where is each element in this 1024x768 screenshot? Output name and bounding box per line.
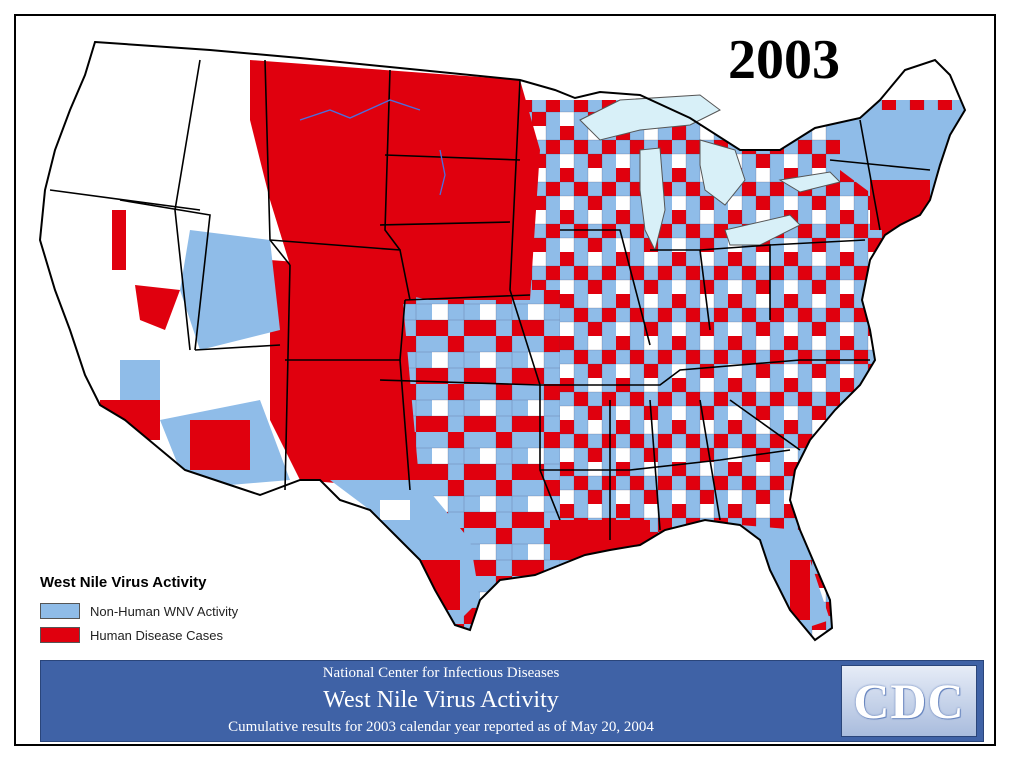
rivers — [299, 99, 446, 196]
us-map — [38, 40, 967, 642]
legend-label-human: Human Disease Cases — [90, 627, 223, 643]
cdc-logo-text: CDC — [853, 673, 965, 729]
map-legend: West Nile Virus Activity Non-Human WNV A… — [40, 574, 238, 647]
county-fill-layer — [40, 42, 965, 640]
year-title: 2003 — [728, 29, 840, 91]
banner-line-agency: National Center for Infectious Diseases — [322, 665, 560, 681]
legend-label-non-human: Non-Human WNV Activity — [90, 603, 239, 619]
us-outline — [38, 40, 967, 642]
legend-swatch-human — [40, 627, 80, 643]
state-borders — [49, 59, 931, 540]
cdc-logo: CDC — [841, 665, 977, 737]
legend-swatch-non-human — [40, 603, 80, 619]
banner-line-title: West Nile Virus Activity — [323, 687, 559, 713]
footer-banner: National Center for Infectious Diseases … — [40, 660, 984, 742]
legend-item-non-human: Non-Human WNV Activity — [40, 599, 238, 623]
banner-line-subtitle: Cumulative results for 2003 calendar yea… — [228, 719, 654, 735]
great-lakes — [579, 94, 841, 252]
legend-title: West Nile Virus Activity — [40, 574, 207, 591]
legend-item-human: Human Disease Cases — [40, 623, 238, 647]
